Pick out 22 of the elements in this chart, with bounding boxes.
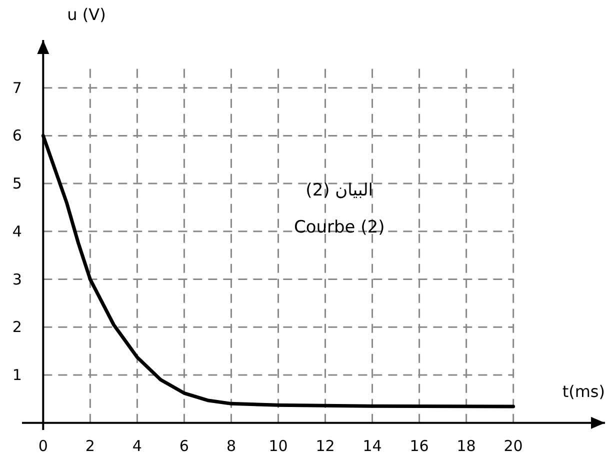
annotation: Courbe (2) (294, 218, 385, 238)
x-axis-title: t(ms) (562, 382, 605, 401)
y-tick-label: 1 (12, 366, 22, 384)
y-tick-label: 4 (12, 222, 22, 240)
y-axis-title: u (V) (67, 5, 106, 24)
x-tick-label: 10 (268, 436, 288, 455)
y-tick-label: 3 (12, 270, 22, 288)
y-tick-label: 2 (12, 318, 22, 336)
y-tick-label: 5 (12, 174, 22, 193)
x-tick-label: 2 (85, 436, 95, 455)
x-tick-label: 8 (226, 436, 236, 455)
y-tick-label: 6 (12, 126, 22, 145)
x-tick-label: 12 (316, 436, 335, 455)
x-tick-label: 0 (38, 436, 48, 455)
annotation: البيان (2) (306, 180, 374, 201)
x-tick-label: 14 (362, 436, 382, 455)
x-tick-label: 20 (504, 436, 523, 455)
x-tick-label: 4 (132, 436, 142, 455)
y-tick-label: 7 (12, 78, 22, 97)
x-tick-label: 16 (410, 436, 429, 455)
x-tick-label: 6 (179, 436, 189, 455)
x-tick-label: 18 (456, 436, 476, 455)
